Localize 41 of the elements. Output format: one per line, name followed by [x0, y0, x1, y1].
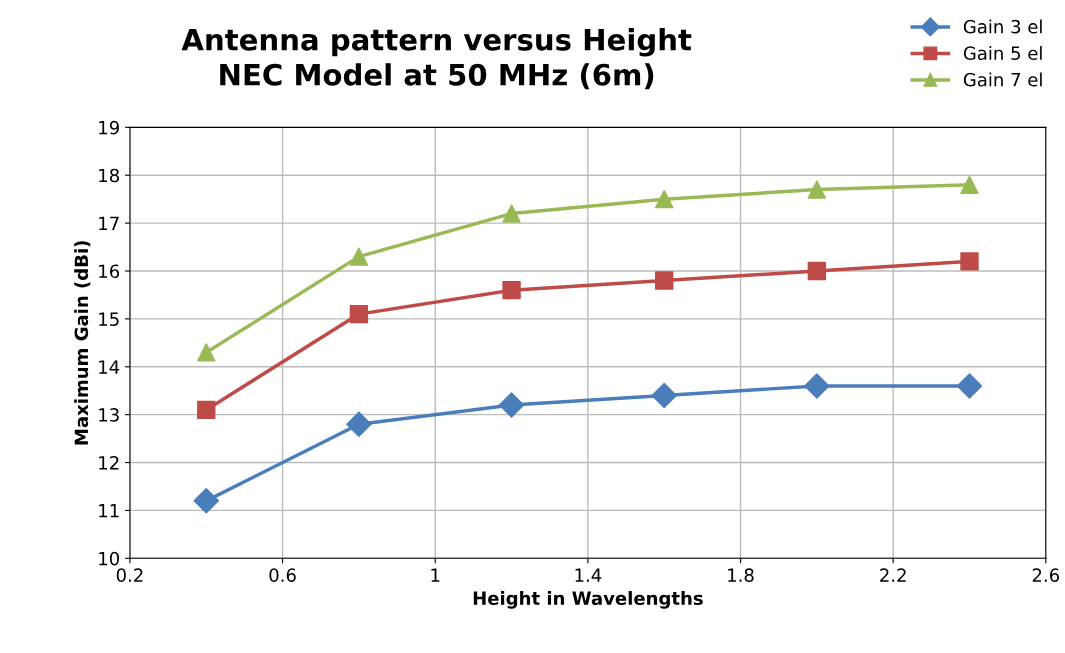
point: [197, 400, 216, 420]
point: [346, 411, 372, 437]
y-tick-label: 17: [99, 216, 119, 230]
x-axis-title: Height in Wavelengths: [473, 591, 703, 609]
x-tick-label: 0.6: [269, 568, 296, 583]
point: [807, 180, 827, 199]
point: [197, 343, 216, 362]
point: [502, 204, 521, 223]
y-tick-label: 11: [99, 504, 119, 518]
point: [502, 280, 521, 300]
point: [960, 175, 979, 194]
y-tick-label: 13: [99, 408, 119, 422]
y-axis-title: Maximum Gain (dBi): [74, 241, 91, 445]
y-tick-label: 14: [99, 360, 120, 374]
x-tick-label: 2.2: [880, 568, 906, 582]
point: [349, 304, 369, 324]
x-tick-label: 1: [431, 568, 440, 582]
point: [655, 189, 674, 209]
point: [651, 382, 677, 409]
x-tick-label: 2.6: [1032, 568, 1060, 583]
y-tick-label: 10: [99, 551, 120, 566]
x-tick-label: 1.4: [575, 568, 602, 582]
point: [807, 261, 827, 281]
y-tick-label: 16: [99, 264, 120, 279]
point: [655, 271, 674, 290]
y-tick-label: 12: [99, 456, 119, 470]
chart-title: Antenna pattern versus Height NEC Model at 50 MHz (6m): [181, 28, 692, 90]
point: [193, 488, 219, 514]
point: [804, 373, 830, 399]
legend-label: Gain 3 el: [963, 19, 1042, 34]
point: [960, 252, 979, 271]
x-tick-label: 1.8: [728, 568, 754, 583]
y-tick-label: 19: [99, 120, 119, 135]
y-tick-label: 18: [99, 168, 119, 183]
point: [956, 373, 983, 399]
point: [498, 392, 525, 418]
y-tick-label: 15: [99, 312, 119, 326]
legend-label: Gain 7 el: [963, 72, 1042, 87]
point: [349, 247, 369, 266]
legend-label: Gain 5 el: [963, 46, 1042, 60]
x-tick-label: 0.2: [116, 568, 143, 583]
